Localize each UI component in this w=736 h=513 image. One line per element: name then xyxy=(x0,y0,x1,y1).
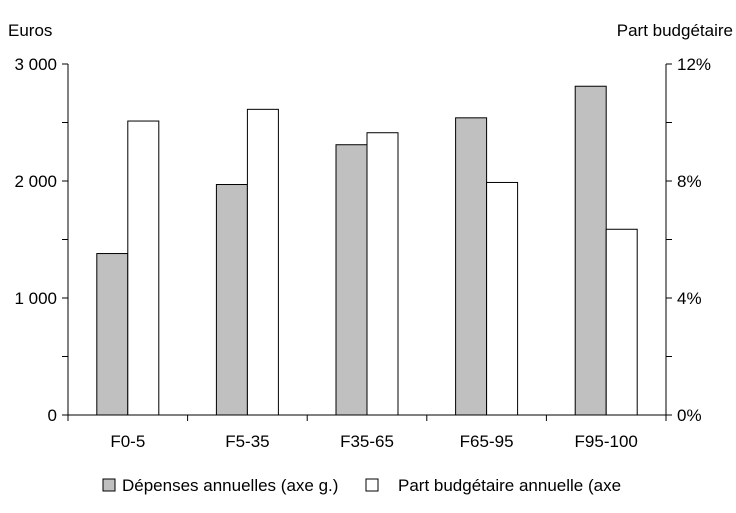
bar-depenses xyxy=(215,184,248,416)
x-tick-label: F95-100 xyxy=(575,432,638,451)
bar-depenses xyxy=(96,253,129,416)
left-axis-title: Euros xyxy=(8,21,52,40)
legend-swatch-part-budgetaire xyxy=(365,478,379,492)
right-tick-label: 4% xyxy=(677,289,702,308)
legend-label-part-budgetaire: Part budgétaire annuelle (axe xyxy=(398,476,621,495)
bar-part-budgetaire xyxy=(366,132,399,416)
left-tick-label: 3 000 xyxy=(14,55,57,74)
left-tick-label: 0 xyxy=(48,406,57,425)
right-axis-title: Part budgétaire xyxy=(617,21,733,40)
right-tick-label: 12% xyxy=(677,55,711,74)
right-tick-label: 0% xyxy=(677,406,702,425)
x-tick-label: F5-35 xyxy=(225,432,269,451)
bar-depenses xyxy=(335,144,368,416)
legend-label-depenses: Dépenses annuelles (axe g.) xyxy=(122,476,338,495)
bar-depenses xyxy=(455,117,488,416)
x-tick-label: F35-65 xyxy=(340,432,394,451)
x-tick-label: F65-95 xyxy=(460,432,514,451)
bar-part-budgetaire xyxy=(246,108,279,416)
legend-swatch-depenses xyxy=(102,478,116,492)
left-tick-label: 2 000 xyxy=(14,172,57,191)
bar-depenses xyxy=(574,85,607,416)
bar-part-budgetaire xyxy=(486,181,519,416)
bar-part-budgetaire xyxy=(605,228,638,416)
right-tick-label: 8% xyxy=(677,172,702,191)
left-tick-label: 1 000 xyxy=(14,289,57,308)
x-tick-label: F0-5 xyxy=(110,432,145,451)
bar-part-budgetaire xyxy=(127,120,160,416)
